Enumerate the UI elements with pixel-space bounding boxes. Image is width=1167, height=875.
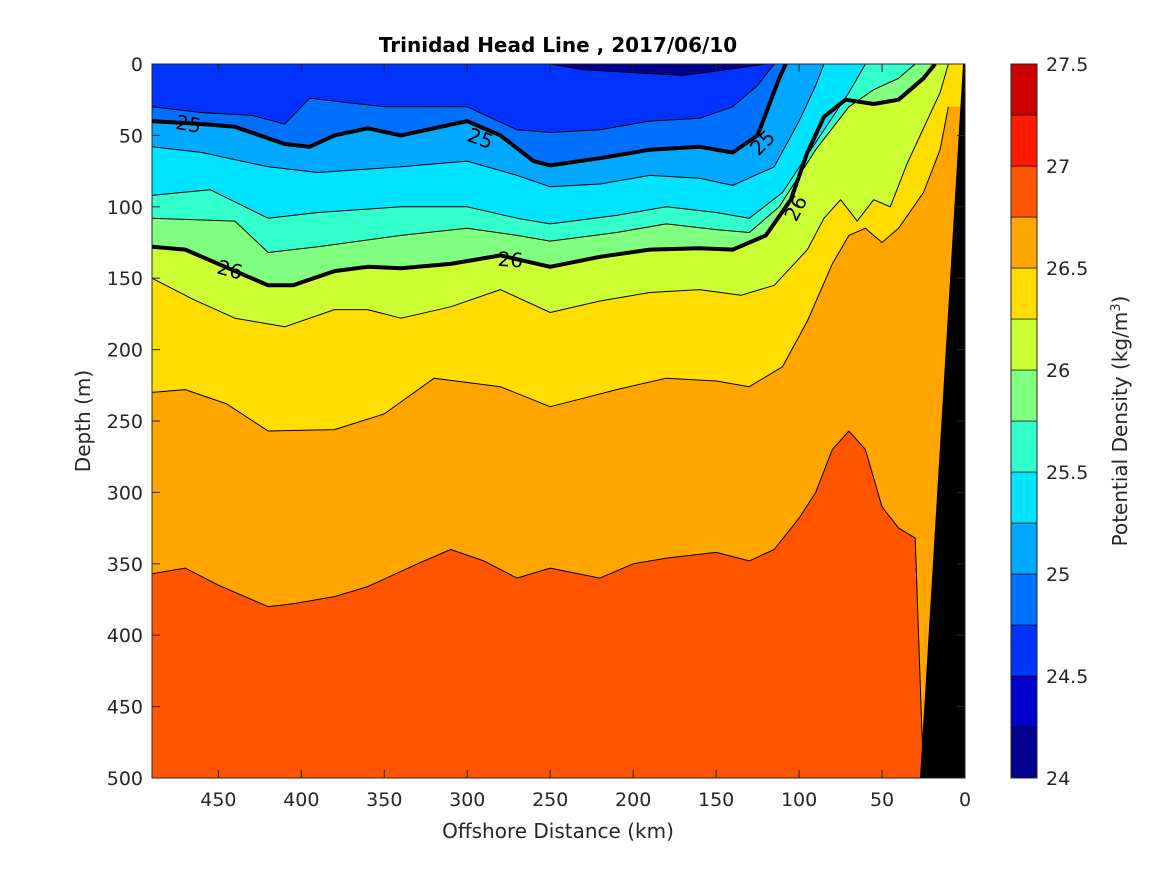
colorbar-tick-label: 25.5 [1046, 462, 1088, 484]
y-tick-label: 250 [107, 411, 143, 433]
colorbar-label-main: Potential Density (kg/m [1108, 312, 1132, 547]
isopycnal-24-5 [550, 64, 766, 76]
colorbar-segment [1010, 216, 1038, 269]
colorbar-label-superscript: 3 [1109, 303, 1124, 311]
x-tick-label: 100 [781, 789, 817, 811]
colorbar-segment [1010, 675, 1038, 728]
x-tick-label: 200 [615, 789, 651, 811]
colorbar-tick-label: 26 [1046, 360, 1070, 382]
colorbar-segment [1010, 267, 1038, 320]
colorbar-label: Potential Density (kg/m3) [1108, 296, 1132, 547]
colorbar-tick-label: 24 [1046, 768, 1070, 790]
y-tick-label: 50 [119, 125, 143, 147]
y-tick-label: 450 [107, 697, 143, 719]
isopycnal-26 [152, 64, 937, 288]
colorbar-tick-label: 27 [1046, 156, 1070, 178]
x-tick-label: 250 [532, 789, 568, 811]
colorbar-tick-label: 24.5 [1046, 666, 1088, 688]
isopycnal-25-75 [152, 64, 916, 253]
isopycnal-25-25 [152, 64, 825, 188]
colorbar-tick-label: 25 [1046, 564, 1070, 586]
y-tick-label: 200 [107, 340, 143, 362]
density-bands [152, 64, 965, 778]
isopycnal-25 [152, 64, 788, 168]
isopycnal-26-75 [152, 430, 924, 778]
x-axis: 450 400 350 300 250 200 150 100 50 0 [200, 64, 971, 811]
colorbar-segment [1010, 522, 1038, 575]
isopycnal-26-25 [152, 64, 949, 328]
colorbar-tick-label: 27.5 [1046, 54, 1088, 76]
band-above-24-75 [152, 64, 965, 133]
bathymetry-mask [920, 64, 965, 778]
colorbar-segment [1010, 624, 1038, 677]
x-tick-label: 400 [283, 789, 319, 811]
x-tick-label: 450 [200, 789, 236, 811]
isopycnal-25-5 [152, 64, 866, 225]
colorbar-label-close: ) [1108, 296, 1132, 304]
colorbar-segment [1010, 114, 1038, 167]
y-tick-label: 0 [131, 54, 143, 76]
colorbar-tick-label: 26.5 [1046, 258, 1088, 280]
y-tick-label: 300 [107, 482, 143, 504]
y-tick-label: 350 [107, 554, 143, 576]
plot-area [152, 64, 965, 778]
isopycnal-26-5 [152, 106, 949, 432]
colorbar-segment [1010, 726, 1038, 779]
colorbar-segment [1010, 369, 1038, 422]
band-lightest [550, 64, 766, 76]
contour-label-0: 25 [174, 110, 203, 138]
x-tick-label: 300 [449, 789, 485, 811]
x-tick-label: 0 [959, 789, 971, 811]
colorbar-segment [1010, 471, 1038, 524]
y-tick-label: 500 [107, 768, 143, 790]
x-tick-label: 50 [870, 789, 894, 811]
y-tick-label: 100 [107, 197, 143, 219]
colorbar-segment [1010, 63, 1038, 116]
isopycnal-24-75 [152, 64, 775, 133]
contour-lines [152, 64, 949, 778]
chart-title: Trinidad Head Line , 2017/06/10 [379, 33, 737, 57]
colorbar-segment [1010, 420, 1038, 473]
x-tick-label: 350 [366, 789, 402, 811]
y-axis: 0 50 100 150 200 250 300 350 400 450 500 [107, 54, 965, 790]
colorbar-frame [1010, 63, 1038, 779]
y-tick-label: 150 [107, 268, 143, 290]
y-axis-label: Depth (m) [71, 370, 95, 472]
contour-label-5: 26 [497, 247, 524, 273]
colorbar: 24 24.5 25 25.5 26 26.5 27 27.5 [1010, 54, 1088, 790]
x-axis-label: Offshore Distance (km) [442, 819, 674, 843]
colorbar-segment [1010, 318, 1038, 371]
y-tick-label: 400 [107, 625, 143, 647]
colorbar-segment [1010, 165, 1038, 218]
x-tick-label: 150 [698, 789, 734, 811]
colorbar-segment [1010, 573, 1038, 626]
